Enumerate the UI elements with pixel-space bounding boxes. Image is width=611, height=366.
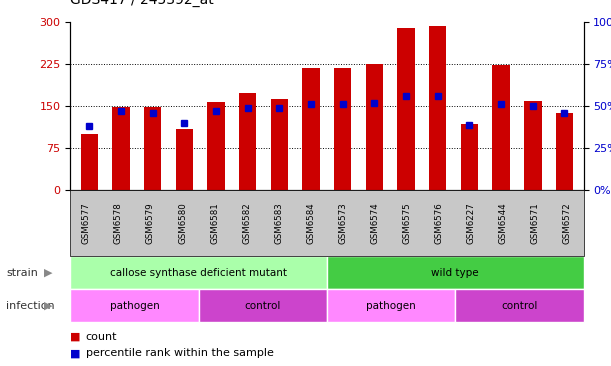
Text: GSM6577: GSM6577 bbox=[82, 202, 91, 244]
Bar bbox=[207, 102, 225, 190]
Text: control: control bbox=[501, 300, 538, 311]
Text: GSM6580: GSM6580 bbox=[178, 202, 187, 244]
FancyBboxPatch shape bbox=[327, 289, 455, 322]
Bar bbox=[461, 124, 478, 190]
Text: GDS417 / 245392_at: GDS417 / 245392_at bbox=[70, 0, 214, 7]
FancyBboxPatch shape bbox=[199, 289, 327, 322]
Text: GSM6544: GSM6544 bbox=[499, 202, 508, 244]
Bar bbox=[175, 128, 193, 190]
Bar bbox=[556, 113, 573, 190]
Bar bbox=[112, 107, 130, 190]
Text: ▶: ▶ bbox=[44, 268, 53, 278]
Text: GSM6573: GSM6573 bbox=[338, 202, 348, 244]
Bar bbox=[366, 64, 383, 190]
Bar bbox=[492, 65, 510, 190]
Text: GSM6572: GSM6572 bbox=[563, 202, 572, 244]
Bar bbox=[334, 68, 351, 190]
Text: ■: ■ bbox=[70, 348, 81, 358]
Text: GSM6584: GSM6584 bbox=[306, 202, 315, 244]
Text: GSM6571: GSM6571 bbox=[531, 202, 540, 244]
Bar bbox=[302, 68, 320, 190]
Text: ▶: ▶ bbox=[44, 300, 53, 311]
Text: GSM6576: GSM6576 bbox=[434, 202, 444, 244]
Text: wild type: wild type bbox=[431, 268, 479, 278]
Text: pathogen: pathogen bbox=[366, 300, 416, 311]
Bar bbox=[397, 27, 415, 190]
Text: GSM6575: GSM6575 bbox=[403, 202, 412, 244]
Text: GSM6583: GSM6583 bbox=[274, 202, 284, 244]
FancyBboxPatch shape bbox=[70, 256, 327, 289]
FancyBboxPatch shape bbox=[455, 289, 584, 322]
Text: ■: ■ bbox=[70, 332, 81, 342]
Bar bbox=[429, 26, 447, 190]
Text: control: control bbox=[244, 300, 281, 311]
Bar bbox=[239, 93, 257, 190]
Text: infection: infection bbox=[6, 300, 55, 311]
Text: GSM6227: GSM6227 bbox=[467, 202, 476, 244]
Bar bbox=[271, 99, 288, 190]
Text: pathogen: pathogen bbox=[109, 300, 159, 311]
FancyBboxPatch shape bbox=[327, 256, 584, 289]
FancyBboxPatch shape bbox=[70, 289, 199, 322]
Bar bbox=[81, 134, 98, 190]
Text: GSM6579: GSM6579 bbox=[146, 202, 155, 244]
Text: percentile rank within the sample: percentile rank within the sample bbox=[86, 348, 273, 358]
Text: callose synthase deficient mutant: callose synthase deficient mutant bbox=[110, 268, 287, 278]
Text: GSM6581: GSM6581 bbox=[210, 202, 219, 244]
Bar bbox=[524, 101, 541, 190]
Text: GSM6574: GSM6574 bbox=[370, 202, 379, 244]
Text: GSM6582: GSM6582 bbox=[242, 202, 251, 244]
Text: count: count bbox=[86, 332, 117, 342]
Bar bbox=[144, 107, 161, 190]
Text: strain: strain bbox=[6, 268, 38, 278]
Text: GSM6578: GSM6578 bbox=[114, 202, 123, 244]
